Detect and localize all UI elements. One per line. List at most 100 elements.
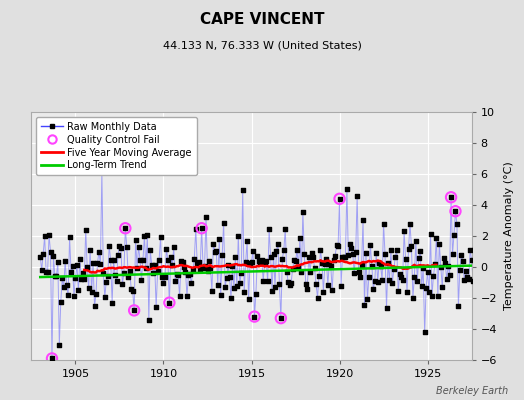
Point	[319, 289, 328, 295]
Point	[121, 225, 129, 232]
Point	[361, 302, 369, 308]
Text: CAPE VINCENT: CAPE VINCENT	[200, 12, 324, 27]
Point	[269, 250, 278, 257]
Point	[218, 252, 226, 258]
Point	[154, 268, 162, 275]
Point	[449, 250, 457, 257]
Point	[383, 305, 391, 311]
Point	[431, 261, 439, 268]
Point	[104, 273, 112, 280]
Point	[460, 276, 468, 283]
Point	[414, 255, 423, 261]
Point	[376, 263, 385, 269]
Point	[344, 252, 353, 259]
Point	[130, 307, 138, 314]
Point	[45, 232, 53, 238]
Point	[187, 280, 195, 286]
Point	[354, 268, 363, 275]
Point	[39, 251, 47, 257]
Point	[111, 272, 119, 278]
Point	[347, 244, 355, 251]
Point	[238, 186, 247, 193]
Point	[171, 278, 179, 284]
Point	[321, 260, 329, 267]
Point	[185, 271, 194, 277]
Point	[163, 257, 172, 264]
Point	[429, 273, 438, 279]
Point	[335, 196, 344, 202]
Point	[379, 220, 388, 227]
Point	[149, 270, 157, 276]
Point	[140, 233, 149, 239]
Point	[312, 281, 320, 287]
Point	[362, 250, 370, 256]
Point	[250, 314, 259, 320]
Point	[255, 258, 263, 264]
Point	[405, 245, 413, 252]
Point	[97, 169, 106, 176]
Point	[61, 258, 69, 264]
Point	[90, 303, 99, 310]
Point	[234, 232, 243, 239]
Point	[198, 225, 206, 232]
Point	[390, 266, 398, 272]
Point	[413, 278, 421, 284]
Point	[294, 264, 303, 270]
Point	[435, 240, 443, 247]
Point	[112, 278, 121, 284]
Point	[453, 221, 461, 227]
Point	[55, 341, 63, 348]
Point	[209, 241, 217, 247]
Y-axis label: Temperature Anomaly (°C): Temperature Anomaly (°C)	[504, 162, 514, 310]
Point	[418, 282, 426, 289]
Point	[350, 270, 358, 276]
Point	[359, 217, 367, 224]
Point	[83, 264, 91, 270]
Point	[322, 256, 331, 262]
Point	[141, 264, 150, 271]
Point	[442, 276, 451, 282]
Point	[302, 281, 310, 288]
Point	[53, 259, 62, 265]
Point	[237, 270, 245, 277]
Point	[287, 280, 296, 287]
Point	[425, 289, 433, 295]
Point	[133, 265, 141, 272]
Point	[397, 273, 406, 280]
Point	[95, 249, 103, 255]
Point	[158, 274, 166, 281]
Point	[299, 209, 307, 215]
Point	[445, 272, 454, 278]
Point	[225, 274, 234, 280]
Point	[300, 251, 309, 258]
Point	[277, 315, 285, 321]
Point	[462, 268, 470, 274]
Point	[341, 254, 350, 260]
Point	[230, 285, 238, 292]
Point	[82, 226, 90, 233]
Point	[198, 225, 206, 232]
Point	[447, 194, 455, 200]
Point	[127, 286, 135, 292]
Point	[447, 194, 455, 200]
Point	[189, 267, 197, 274]
Point	[227, 295, 235, 302]
Point	[384, 260, 392, 266]
Point	[256, 259, 265, 265]
Point	[43, 268, 52, 275]
Point	[400, 228, 408, 235]
Point	[464, 276, 473, 282]
Point	[57, 298, 65, 305]
Point	[403, 289, 411, 296]
Point	[290, 257, 298, 263]
Point	[51, 273, 59, 280]
Point	[74, 287, 83, 293]
Point	[49, 253, 58, 259]
Point	[224, 262, 232, 268]
Point	[88, 288, 96, 295]
Point	[438, 284, 446, 290]
Point	[357, 262, 366, 268]
Point	[77, 276, 85, 282]
Point	[64, 292, 72, 299]
Point	[216, 292, 225, 298]
